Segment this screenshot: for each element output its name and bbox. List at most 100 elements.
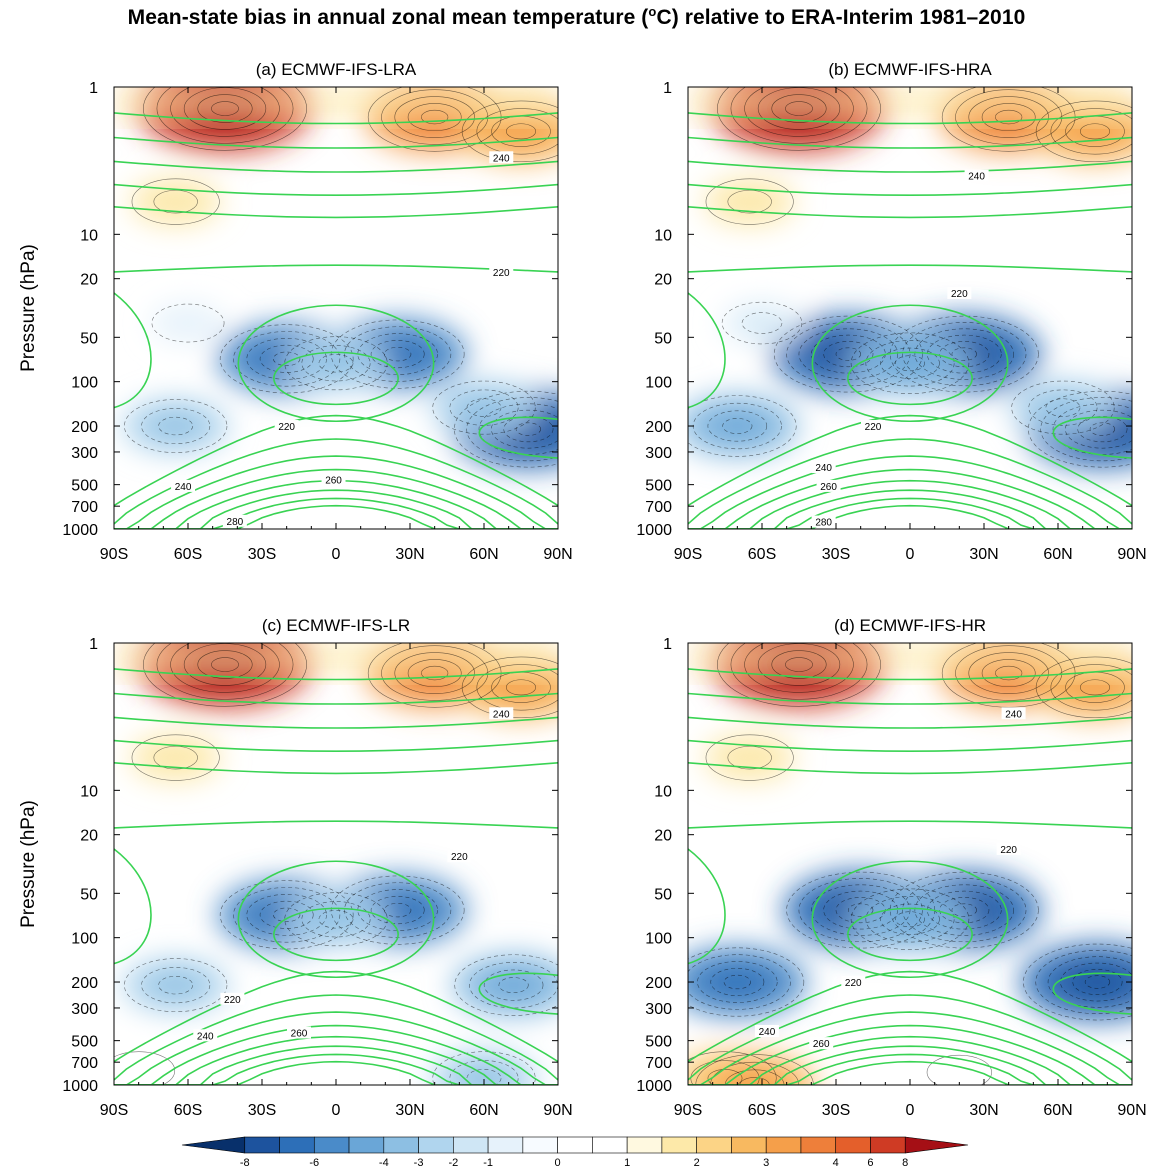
climatology-contour: [114, 292, 152, 409]
bias-isoline: [724, 1069, 785, 1085]
bias-isoline: [259, 900, 314, 929]
y-tick-label: 1000: [636, 1078, 672, 1095]
bias-blob-core: [1060, 113, 1130, 149]
bias-isoline: [848, 903, 874, 917]
bias-isoline: [798, 878, 923, 943]
colorbar-label: 1: [624, 1157, 630, 1169]
colorbar-label: 3: [763, 1157, 769, 1169]
y-tick-label: 300: [71, 1001, 98, 1018]
colorbar-cell: [626, 1136, 663, 1154]
bias-isoline: [505, 679, 537, 696]
bias-isoline: [785, 657, 813, 672]
bias-isoline: [785, 101, 813, 116]
bias-isoline: [771, 650, 827, 679]
contour-label-bg: [447, 850, 472, 863]
bias-isoline: [902, 322, 1027, 387]
bias-isoline: [301, 345, 371, 382]
bias-isoline: [158, 975, 194, 995]
bias-isoline: [1065, 409, 1132, 449]
bias-isoline: [357, 333, 438, 375]
bias-isoline: [466, 398, 502, 417]
y-tick-label: 20: [80, 272, 98, 289]
y-tick-label: 1000: [62, 1078, 98, 1095]
colorbar-label: 4: [833, 1157, 839, 1169]
contour-label-text: 220: [278, 422, 295, 433]
climatology-contour: [811, 304, 1009, 423]
contour-label-text: 280: [227, 517, 244, 528]
climatology-contour: [273, 351, 399, 406]
y-tick-label: 700: [645, 1055, 672, 1072]
bias-isoline: [1060, 962, 1132, 1002]
colorbar-label: -1: [483, 1157, 493, 1169]
bias-isoline: [723, 974, 751, 990]
bias-isoline: [151, 303, 225, 343]
y-tick-label: 700: [645, 499, 672, 516]
bias-isoline: [880, 903, 940, 935]
y-tick-label: 10: [654, 783, 672, 800]
bias-isoline: [114, 1051, 176, 1085]
bias-isoline: [1050, 108, 1132, 155]
bias-isoline: [219, 880, 354, 950]
contour-label: 220: [489, 265, 514, 279]
bias-isoline: [1072, 969, 1123, 995]
contour-label-text: 260: [325, 475, 342, 486]
bias-blob-core: [306, 903, 366, 935]
contour-label-bg: [996, 842, 1021, 855]
bias-isoline: [318, 354, 354, 373]
bias-isoline: [1035, 656, 1132, 719]
bias-blob-core: [150, 744, 201, 771]
contour-label-text: 220: [951, 289, 968, 300]
climatology-contour: [688, 1011, 1132, 1085]
climatology-contour: [688, 848, 726, 965]
contour-label: 240: [171, 479, 196, 493]
climatology-contour: [114, 1011, 558, 1085]
x-tick-label: 0: [906, 546, 915, 563]
y-tick-label: 200: [71, 419, 98, 436]
climatology-contour: [688, 160, 1132, 173]
bias-isoline: [968, 652, 1049, 694]
climatology-contour: [688, 112, 1132, 125]
y-tick-label: 10: [80, 227, 98, 244]
contour-label: 220: [841, 976, 866, 989]
bias-isoline: [170, 643, 280, 693]
contour-label-text: 260: [291, 1028, 308, 1039]
climatology-contour: [688, 970, 1132, 1063]
panel-title: (d) ECMWF-IFS-HR: [834, 616, 986, 635]
climatology-contour: [688, 692, 1132, 705]
climatology-contour: [478, 972, 558, 1015]
bias-isoline: [211, 657, 239, 672]
colorbar-cell: [765, 1136, 802, 1154]
contour-label: 240: [754, 1024, 779, 1038]
bias-isoline: [955, 89, 1063, 145]
contour-label-text: 240: [815, 463, 832, 474]
contour-label: 280: [811, 515, 836, 529]
y-tick-label: 100: [71, 931, 98, 948]
contour-label-text: 240: [197, 1031, 214, 1042]
bias-isoline: [926, 890, 1002, 930]
bias-isoline: [1045, 398, 1081, 417]
contour-label-bg: [220, 992, 245, 1005]
y-tick-label: 1: [663, 80, 672, 97]
y-tick-label: 50: [80, 886, 98, 903]
x-tick-label: 0: [332, 1102, 341, 1119]
y-tick-label: 20: [80, 828, 98, 845]
y-axis-label: Pressure (hPa): [18, 244, 39, 372]
main-title: Mean-state bias in annual zonal mean tem…: [127, 4, 1026, 29]
contour-label-text: 240: [759, 1027, 776, 1038]
bias-isoline: [407, 103, 462, 132]
x-tick-label: 90S: [100, 546, 128, 563]
contour-label: 260: [321, 473, 346, 486]
bias-isoline: [823, 341, 874, 368]
y-tick-label: 20: [654, 272, 672, 289]
x-tick-label: 90S: [100, 1102, 128, 1119]
bias-isoline: [421, 665, 449, 681]
bias-isoline: [233, 887, 341, 943]
bias-isoline: [124, 958, 228, 1013]
bias-isoline: [1079, 679, 1111, 696]
bias-isoline: [1089, 422, 1116, 436]
bias-blob-core: [875, 345, 945, 381]
contour-label-text: 260: [813, 1039, 830, 1050]
x-tick-label: 60N: [1043, 546, 1072, 563]
bias-blob-core: [145, 410, 206, 442]
bias-isoline: [394, 96, 475, 138]
